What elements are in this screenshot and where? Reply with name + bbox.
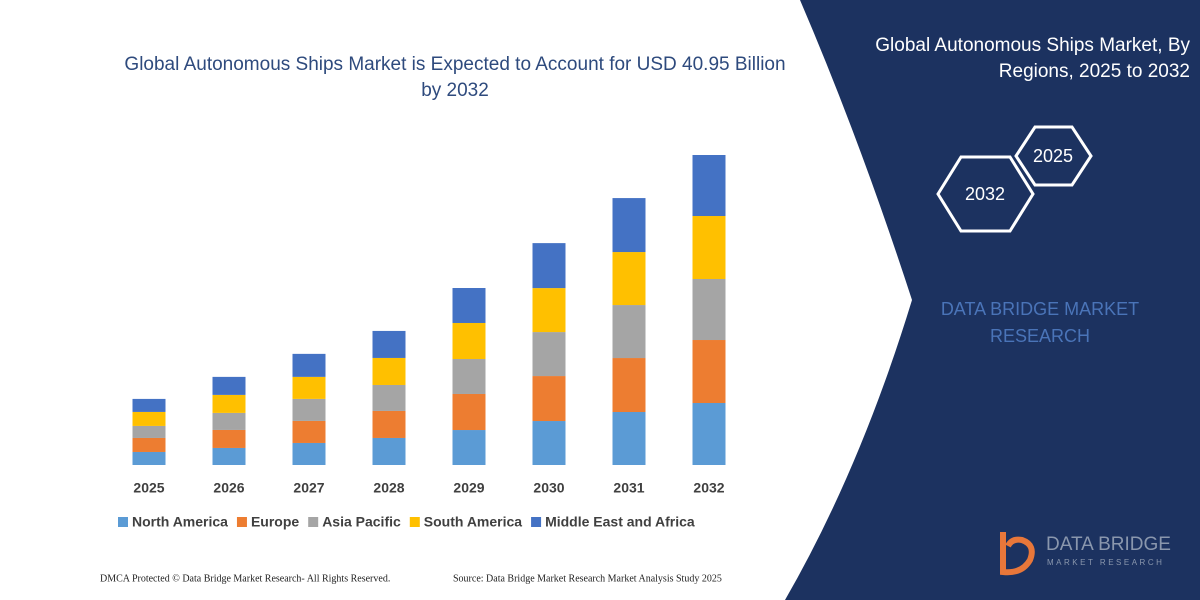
bar-segment	[692, 155, 726, 217]
bar-segment	[532, 288, 566, 333]
bar-segment	[292, 398, 326, 421]
bar-segment	[292, 420, 326, 443]
bar-segment	[532, 332, 566, 377]
side-panel	[785, 0, 1200, 600]
bar-segment	[372, 437, 406, 465]
bar-segment	[132, 398, 166, 412]
bar-segment	[292, 442, 326, 465]
bar-segment	[212, 412, 246, 430]
legend-swatch	[236, 517, 247, 527]
bar-segment	[612, 305, 646, 359]
bar-segment	[452, 359, 486, 394]
footer-dmca: DMCA Protected © Data Bridge Market Rese…	[100, 573, 390, 584]
legend-label: Middle East and Africa	[545, 514, 695, 530]
bar-segment	[532, 376, 566, 422]
bar-segment	[372, 384, 406, 411]
bar-segment	[452, 322, 486, 360]
bar-segment	[532, 421, 566, 465]
legend-label: South America	[424, 514, 522, 530]
bar-segment	[372, 330, 406, 358]
footer-source: Source: Data Bridge Market Research Mark…	[453, 573, 722, 584]
hexagon	[1014, 125, 1093, 187]
legend-label: North America	[132, 514, 228, 530]
x-tick-label: 2031	[613, 480, 644, 496]
bar-segment	[292, 376, 326, 399]
x-tick-label: 2030	[533, 480, 564, 496]
bar-segment	[212, 447, 246, 465]
hexagon	[936, 155, 1035, 233]
bar-segment	[612, 412, 646, 465]
bar-segment	[452, 393, 486, 431]
x-tick-label: 2026	[213, 480, 244, 496]
x-tick-label: 2028	[373, 480, 404, 496]
x-tick-label: 2027	[293, 480, 324, 496]
legend-swatch	[118, 517, 128, 527]
bar-segment	[692, 216, 726, 279]
brand-watermark: DATA BRIDGE MARKET RESEARCH	[940, 299, 1140, 346]
legend-label: Europe	[251, 514, 299, 530]
bar-segment	[532, 243, 566, 289]
bar-segment	[292, 353, 326, 377]
chart-title: Global Autonomous Ships Market is Expect…	[124, 54, 786, 101]
bar-segment	[372, 410, 406, 438]
bar-segment	[452, 288, 486, 323]
bar-segment	[132, 451, 166, 465]
x-tick-label: 2025	[133, 480, 164, 496]
x-tick-label: 2029	[453, 480, 484, 496]
panel-title: Global Autonomous Ships Market, By Regio…	[875, 35, 1190, 82]
legend-label: Asia Pacific	[322, 514, 401, 530]
bar-segment	[452, 430, 486, 465]
bar-segment	[372, 357, 406, 385]
hexagon-label: 2032	[965, 184, 1005, 204]
legend-swatch	[308, 517, 319, 527]
bar-segment	[612, 198, 646, 253]
legend-swatch	[409, 517, 420, 527]
hexagon-label: 2025	[1033, 146, 1073, 166]
bar-segment	[132, 437, 166, 452]
logo-mark	[1000, 532, 1035, 576]
bar-segment	[612, 358, 646, 413]
bar-segment	[212, 429, 246, 448]
bar-segment	[212, 376, 246, 395]
bar-segment	[692, 403, 726, 465]
bar-segment	[692, 340, 726, 403]
logo-name: DATA BRIDGE	[1046, 534, 1171, 555]
legend-swatch	[531, 517, 542, 527]
bar-segment	[132, 411, 166, 426]
bar-segment	[212, 394, 246, 413]
x-tick-label: 2032	[693, 480, 724, 496]
bar-segment	[612, 252, 646, 306]
bar-segment	[132, 425, 166, 438]
logo-tagline: MARKET RESEARCH	[1047, 558, 1164, 567]
bar-segment	[692, 279, 726, 341]
